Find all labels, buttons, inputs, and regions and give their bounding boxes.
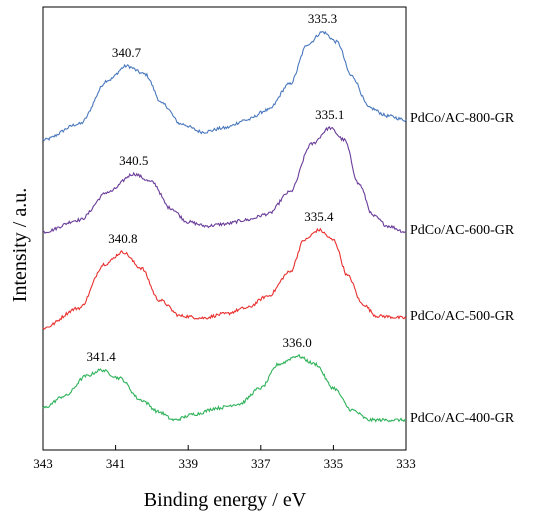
peak-label-3-0: 341.4	[86, 349, 116, 364]
peak-label-3-1: 336.0	[282, 335, 311, 350]
peak-label-0-0: 340.7	[112, 45, 142, 60]
peak-label-2-1: 335.4	[304, 209, 334, 224]
series-line-2	[42, 227, 407, 330]
y-axis-title: Intensity / a.u.	[9, 188, 31, 302]
series-line-3	[42, 353, 407, 423]
x-axis-title: Binding energy / eV	[144, 489, 307, 511]
x-tick-label-3: 337	[251, 456, 271, 471]
x-tick-label-2: 339	[178, 456, 198, 471]
series-label-3: PdCo/AC-400-GR	[410, 411, 515, 426]
series-line-0	[42, 30, 407, 142]
peak-labels: 340.7 335.3 340.5 335.1 340.8 335.4 341.4 336.0	[86, 11, 344, 364]
peak-label-1-1: 335.1	[315, 107, 344, 122]
series-label-2: PdCo/AC-500-GR	[410, 309, 515, 324]
x-tick-label-4: 335	[324, 456, 344, 471]
x-axis-ticks: 343 341 339 337 335 333	[33, 445, 416, 471]
series-label-1: PdCo/AC-600-GR	[410, 223, 515, 238]
plot-frame	[42, 6, 407, 451]
series-curves	[42, 30, 407, 423]
peak-label-1-0: 340.5	[119, 153, 148, 168]
peak-label-2-0: 340.8	[108, 231, 137, 246]
x-tick-label-5: 333	[396, 456, 416, 471]
x-tick-label-1: 341	[106, 456, 126, 471]
peak-label-0-1: 335.3	[308, 11, 337, 26]
series-labels: PdCo/AC-800-GR PdCo/AC-600-GR PdCo/AC-500-…	[410, 111, 515, 426]
series-line-1	[42, 126, 407, 235]
x-tick-label-0: 343	[33, 456, 53, 471]
series-label-0: PdCo/AC-800-GR	[410, 111, 515, 126]
